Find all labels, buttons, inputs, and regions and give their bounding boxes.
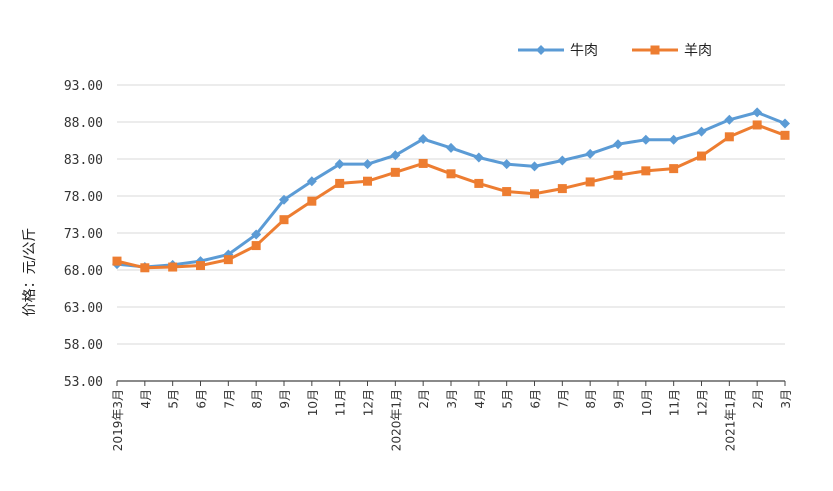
x-tick-label: 11月 (334, 389, 348, 416)
legend-label-mutton: 羊肉 (684, 43, 712, 59)
data-point-mutton (669, 164, 679, 174)
x-tick-label: 7月 (222, 389, 236, 409)
y-axis-label: 价格：元/公斤 (22, 228, 38, 317)
x-axis: 2019年3月 4月 5月 6月 7月 8月 9月 10月 11月 12月 2020年1月 2月 3月 4… (111, 380, 793, 451)
y-tick-label: 78.00 (64, 190, 103, 205)
data-point-mutton (251, 241, 261, 251)
data-point-beef (585, 148, 596, 159)
data-point-beef (306, 176, 317, 187)
data-point-mutton (223, 255, 233, 265)
x-tick-label: 4月 (139, 389, 153, 409)
y-tick-label: 93.00 (64, 79, 103, 94)
data-point-beef (418, 134, 429, 145)
data-point-mutton (196, 261, 205, 271)
legend: 牛肉 羊肉 (518, 43, 712, 59)
x-tick-label: 7月 (556, 389, 570, 409)
y-tick-label: 68.00 (64, 264, 103, 279)
data-point-beef (780, 118, 790, 129)
data-point-mutton (641, 166, 651, 176)
data-point-mutton (335, 178, 345, 188)
x-tick-label: 12月 (696, 389, 710, 416)
data-point-mutton (585, 177, 595, 187)
x-tick-label: 2019年3月 (111, 389, 125, 451)
x-tick-label: 2月 (751, 389, 765, 409)
data-point-mutton (307, 196, 317, 206)
data-point-beef (362, 159, 373, 170)
gridlines (117, 84, 785, 345)
data-point-beef (640, 134, 651, 145)
x-tick-label: 8月 (250, 389, 264, 409)
x-tick-label: 5月 (167, 389, 181, 409)
data-point-mutton (697, 151, 706, 161)
data-point-mutton (530, 189, 539, 199)
data-point-mutton (112, 256, 122, 266)
data-point-beef (473, 152, 484, 163)
data-point-beef (696, 126, 707, 137)
x-tick-label: 8月 (584, 389, 598, 409)
data-point-beef (334, 159, 345, 170)
series-line-beef (116, 110, 786, 269)
x-tick-label: 2020年1月 (389, 389, 403, 451)
x-tick-label: 2021年1月 (723, 389, 737, 451)
data-point-beef (279, 194, 289, 205)
data-point-beef (557, 155, 568, 166)
x-tick-label: 4月 (473, 389, 487, 409)
data-point-beef (251, 229, 262, 240)
x-tick-label: 6月 (195, 389, 209, 409)
data-point-mutton (418, 158, 428, 168)
x-tick-label: 6月 (529, 389, 543, 409)
data-point-beef (752, 107, 763, 118)
x-tick-label: 9月 (612, 389, 626, 409)
data-point-mutton (390, 167, 400, 177)
data-point-mutton (557, 184, 567, 194)
y-tick-label: 73.00 (64, 227, 103, 242)
data-point-beef (724, 114, 735, 125)
legend-label-beef: 牛肉 (570, 43, 598, 59)
y-tick-label: 58.00 (64, 338, 103, 353)
x-tick-label: 3月 (445, 389, 459, 409)
data-point-mutton (168, 262, 178, 272)
data-point-mutton (279, 215, 289, 225)
data-point-mutton (613, 170, 623, 180)
data-point-mutton (140, 263, 150, 273)
data-point-mutton (780, 130, 790, 140)
x-tick-label: 10月 (306, 389, 320, 416)
x-tick-label: 11月 (668, 389, 682, 416)
data-point-beef (501, 159, 512, 170)
x-tick-label: 2月 (417, 389, 431, 409)
data-point-beef (529, 161, 540, 172)
y-tick-label: 83.00 (64, 153, 103, 168)
data-point-mutton (474, 178, 484, 188)
data-point-beef (446, 142, 456, 153)
y-axis-ticks: 53.00 58.00 63.00 68.00 73.00 78.00 83.00 88.00… (64, 79, 103, 390)
y-tick-label: 63.00 (64, 301, 103, 316)
x-tick-label: 10月 (640, 389, 654, 416)
x-tick-label: 12月 (362, 389, 376, 416)
x-tick-label: 9月 (278, 389, 292, 409)
data-point-mutton (502, 187, 512, 197)
y-tick-label: 53.00 (64, 375, 103, 390)
legend-marker-beef (536, 45, 546, 55)
data-point-mutton (363, 176, 372, 186)
series-layer (112, 107, 790, 273)
y-tick-label: 88.00 (64, 116, 103, 131)
data-point-mutton (752, 120, 762, 130)
data-point-beef (613, 139, 623, 150)
data-point-beef (668, 134, 679, 145)
x-tick-label: 3月 (779, 389, 793, 409)
data-point-mutton (724, 132, 734, 142)
legend-marker-mutton (650, 45, 660, 55)
data-point-mutton (446, 169, 456, 179)
x-tick-label: 5月 (501, 389, 515, 409)
data-point-beef (390, 150, 401, 161)
